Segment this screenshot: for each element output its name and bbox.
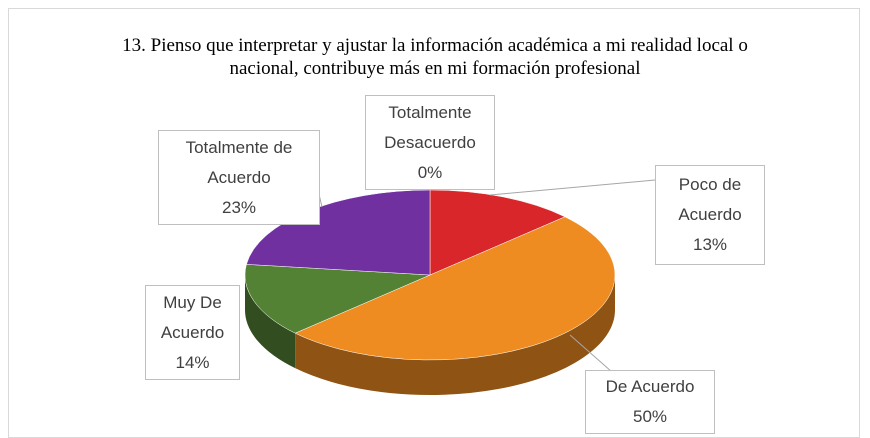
- value-label: 13%: [692, 235, 728, 254]
- category-label: De Acuerdo: [605, 377, 695, 396]
- pie-slice: [244, 264, 431, 334]
- category-label: Poco de Acuerdo: [678, 175, 742, 224]
- category-label: Totalmente Desacuerdo: [384, 102, 476, 152]
- pie-side: [245, 275, 296, 369]
- pie-slice: [294, 216, 616, 361]
- data-label: Muy De Acuerdo 14%: [145, 285, 240, 380]
- category-label: Muy De Acuerdo: [160, 292, 225, 342]
- category-label: Totalmente de Acuerdo: [185, 137, 293, 187]
- data-label: Poco de Acuerdo 13%: [655, 165, 765, 265]
- value-label: 14%: [175, 352, 210, 372]
- leader-line: [489, 179, 656, 196]
- value-label: 50%: [632, 407, 668, 426]
- chart-title: 13. Pienso que interpretar y ajustar la …: [122, 35, 748, 79]
- leader-line: [569, 334, 613, 373]
- data-label: Totalmente Desacuerdo 0%: [365, 95, 495, 190]
- pie-slice: [429, 189, 566, 276]
- data-label: Totalmente de Acuerdo 23%: [158, 130, 320, 225]
- pie-side: [295, 275, 615, 396]
- data-label: De Acuerdo 50%: [585, 370, 715, 434]
- value-label: 0%: [417, 162, 443, 182]
- value-label: 23%: [221, 197, 257, 217]
